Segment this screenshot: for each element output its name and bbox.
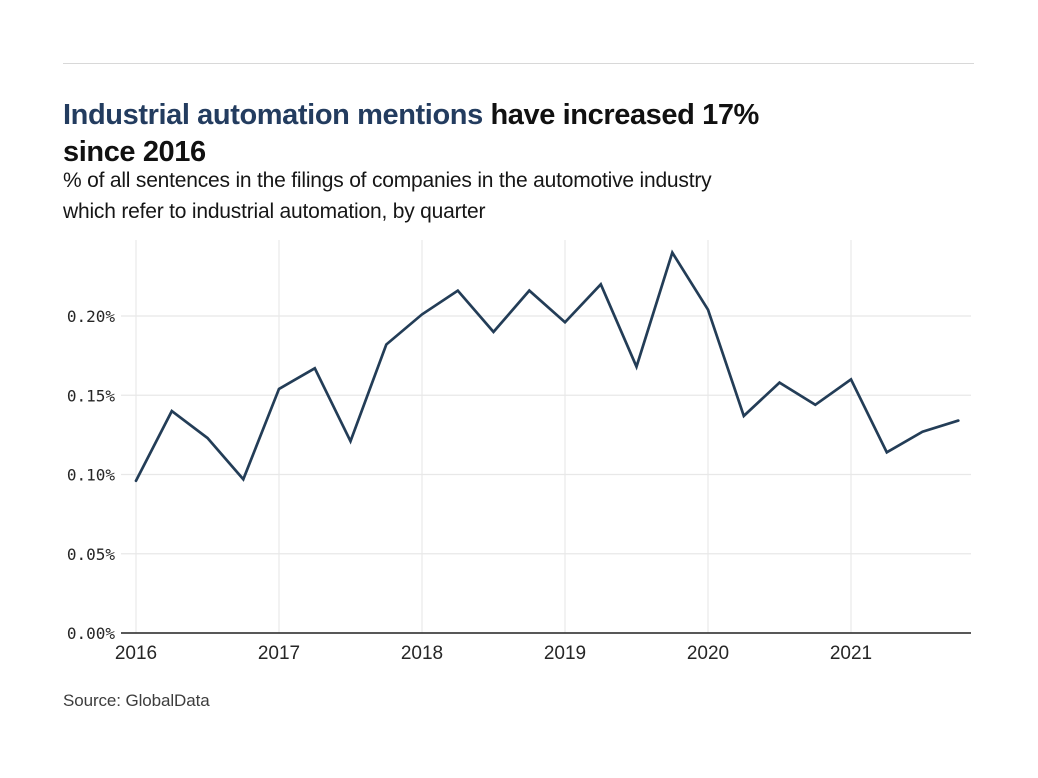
x-tick-label: 2018 [401, 643, 443, 664]
y-tick-label: 0.20% [67, 307, 116, 326]
top-divider [63, 63, 974, 64]
y-tick-label: 0.05% [67, 545, 116, 564]
y-tick-label: 0.00% [67, 624, 116, 643]
subtitle-line2: which refer to industrial automation, by… [63, 200, 486, 223]
x-tick-label: 2017 [258, 643, 300, 664]
y-tick-label: 0.10% [67, 466, 116, 485]
trend-line [134, 249, 960, 483]
x-tick-label: 2021 [830, 643, 872, 664]
title-rest: have increased 17% [482, 99, 759, 132]
x-tick-label: 2020 [687, 643, 729, 664]
x-tick-label: 2019 [544, 643, 586, 664]
source-note: Source: GlobalData [63, 691, 210, 710]
page-title: Industrial automation mentions have incr… [63, 97, 963, 171]
y-tick-label: 0.15% [67, 386, 116, 405]
title-line2: since 2016 [63, 136, 206, 169]
chart-subtitle: % of all sentences in the filings of com… [63, 165, 983, 227]
x-tick-label: 2016 [115, 643, 157, 664]
title-highlight: Industrial automation mentions [63, 99, 483, 132]
subtitle-line1: % of all sentences in the filings of com… [63, 169, 712, 192]
